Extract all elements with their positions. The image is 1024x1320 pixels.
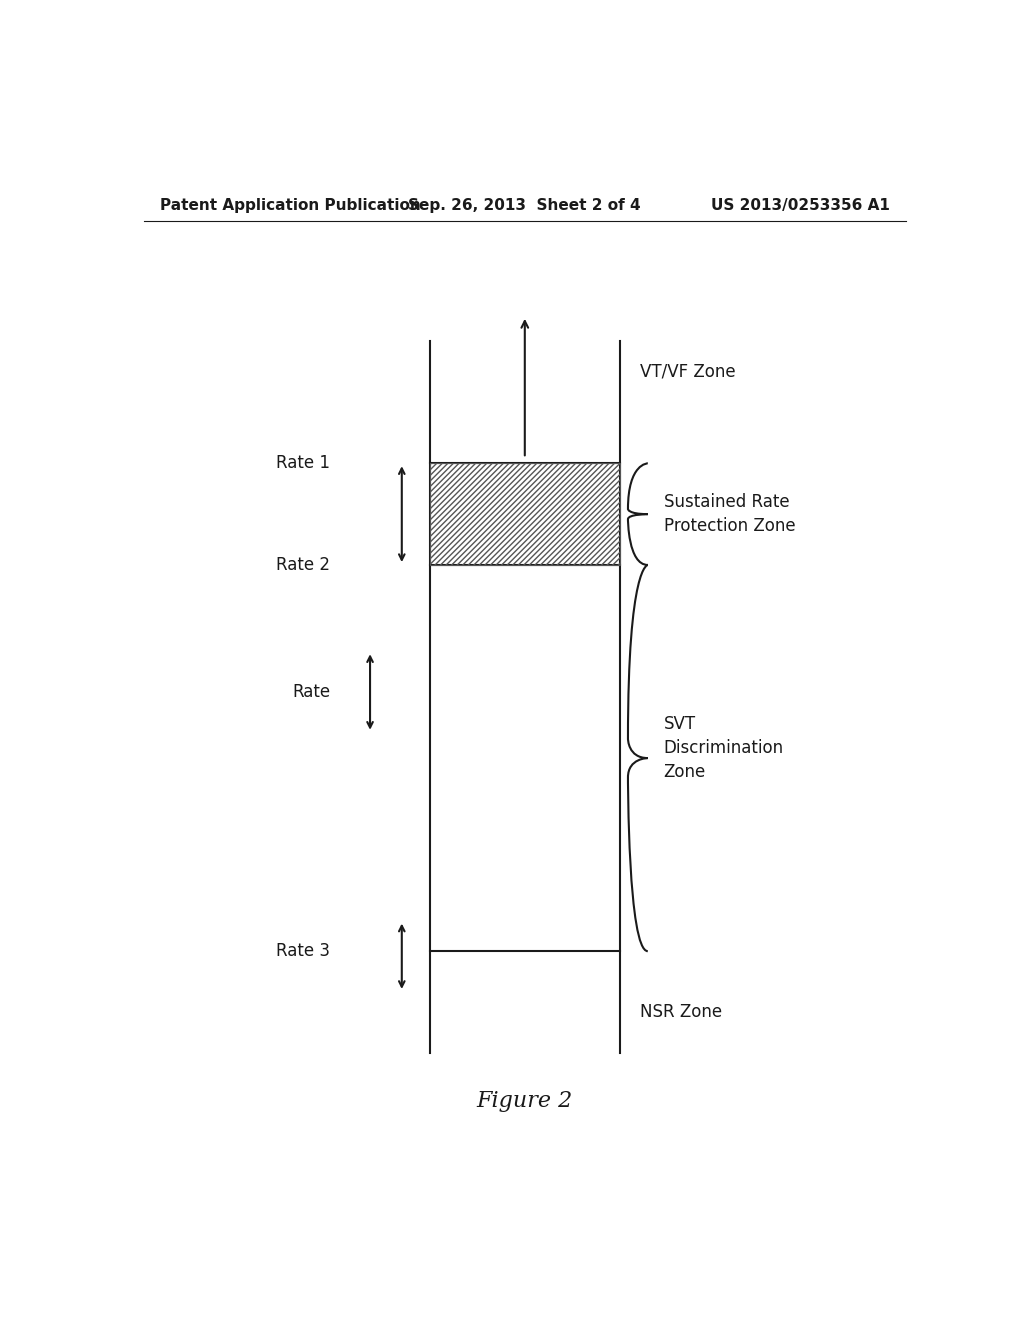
Text: Rate 3: Rate 3 xyxy=(276,942,331,960)
Text: Sep. 26, 2013  Sheet 2 of 4: Sep. 26, 2013 Sheet 2 of 4 xyxy=(409,198,641,213)
Text: VT/VF Zone: VT/VF Zone xyxy=(640,363,735,381)
Text: Patent Application Publication: Patent Application Publication xyxy=(160,198,421,213)
Text: NSR Zone: NSR Zone xyxy=(640,1003,722,1022)
Text: Figure 2: Figure 2 xyxy=(477,1089,572,1111)
Text: Sustained Rate
Protection Zone: Sustained Rate Protection Zone xyxy=(664,494,796,535)
Text: US 2013/0253356 A1: US 2013/0253356 A1 xyxy=(711,198,890,213)
Text: SVT
Discrimination
Zone: SVT Discrimination Zone xyxy=(664,715,783,780)
Text: Rate 1: Rate 1 xyxy=(276,454,331,473)
Text: Rate: Rate xyxy=(292,682,331,701)
Text: Rate 2: Rate 2 xyxy=(276,556,331,574)
Bar xyxy=(430,463,621,565)
